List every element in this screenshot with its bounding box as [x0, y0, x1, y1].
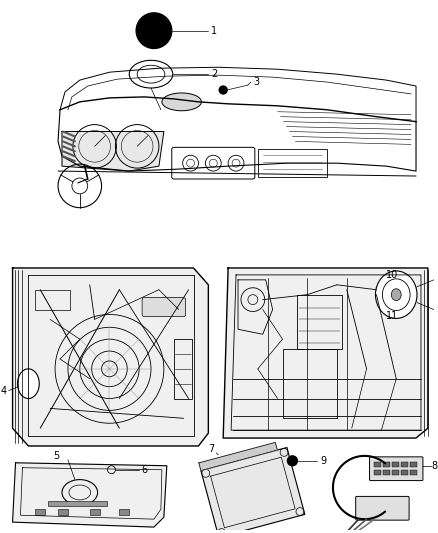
Circle shape [219, 86, 227, 94]
Text: 6: 6 [141, 465, 147, 475]
Ellipse shape [162, 93, 201, 111]
FancyBboxPatch shape [142, 297, 186, 317]
Text: 10: 10 [386, 270, 399, 280]
Text: 2: 2 [211, 69, 218, 79]
Text: 5: 5 [53, 451, 60, 461]
Text: 9: 9 [320, 456, 326, 466]
Text: 1: 1 [211, 26, 217, 36]
Circle shape [136, 13, 172, 49]
Ellipse shape [375, 271, 417, 318]
Text: 7: 7 [208, 444, 215, 454]
Bar [374, 470, 381, 475]
Bar [401, 470, 408, 475]
Bar [258, 149, 327, 177]
Bar [410, 462, 417, 467]
Polygon shape [13, 268, 208, 446]
Polygon shape [223, 268, 428, 438]
Polygon shape [62, 132, 164, 171]
Bar [48, 502, 107, 506]
Text: 3: 3 [253, 77, 259, 87]
Polygon shape [199, 442, 277, 471]
Text: 4: 4 [1, 385, 7, 395]
Bar [90, 509, 99, 515]
Bar [374, 462, 381, 467]
Polygon shape [13, 463, 167, 527]
Bar [174, 339, 191, 399]
Ellipse shape [391, 289, 401, 301]
Bar [58, 509, 68, 515]
Bar [35, 509, 45, 515]
Bar [283, 349, 337, 418]
FancyBboxPatch shape [370, 457, 423, 481]
Bar [401, 462, 408, 467]
Bar [410, 470, 417, 475]
Bar [383, 462, 390, 467]
Ellipse shape [18, 369, 39, 399]
Polygon shape [201, 448, 305, 533]
Circle shape [287, 456, 297, 466]
FancyBboxPatch shape [356, 496, 409, 520]
Text: 8: 8 [432, 461, 438, 471]
Text: 11: 11 [386, 311, 399, 321]
Bar [297, 295, 342, 349]
Bar [383, 470, 390, 475]
Bar [120, 509, 129, 515]
Bar [392, 470, 399, 475]
Bar [392, 462, 399, 467]
Bar [35, 290, 70, 310]
